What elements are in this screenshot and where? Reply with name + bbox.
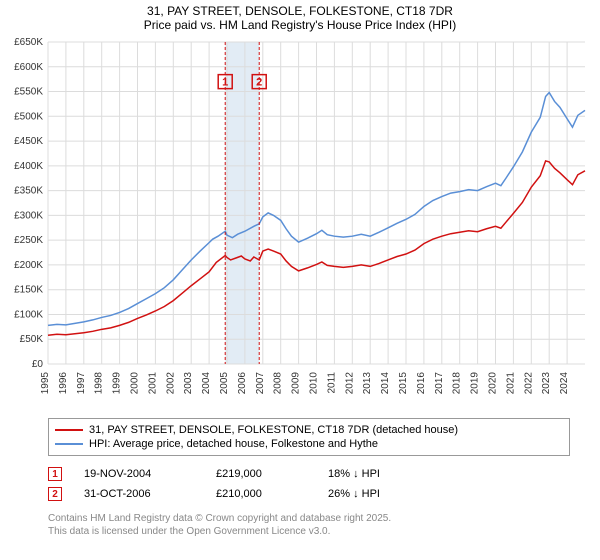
x-tick-label: 2007 <box>255 372 266 395</box>
y-tick-label: £400K <box>14 161 43 172</box>
sale-price: £210,000 <box>216 488 306 500</box>
y-tick-label: £650K <box>14 37 43 48</box>
x-tick-label: 2018 <box>452 372 463 395</box>
sale-price: £219,000 <box>216 468 306 480</box>
y-tick-label: £50K <box>20 334 44 345</box>
credit-text: Contains HM Land Registry data © Crown c… <box>48 512 570 538</box>
x-tick-label: 2002 <box>165 372 176 395</box>
y-tick-label: £250K <box>14 235 43 246</box>
y-tick-label: £150K <box>14 285 43 296</box>
x-tick-label: 2009 <box>291 372 302 395</box>
y-tick-label: £350K <box>14 186 43 197</box>
sale-row: 1 19-NOV-2004 £219,000 18% ↓ HPI <box>48 464 570 484</box>
x-tick-label: 2008 <box>273 372 284 395</box>
y-tick-label: £200K <box>14 260 43 271</box>
x-tick-label: 1996 <box>58 372 69 395</box>
marker-label-2: 2 <box>256 77 262 89</box>
x-tick-label: 2005 <box>219 372 230 395</box>
chart-svg: £0 £50K £100K £150K £200K £250K £300K £350K £400… <box>0 34 600 414</box>
y-tick-label: £100K <box>14 309 43 320</box>
title-line-1: 31, PAY STREET, DENSOLE, FOLKESTONE, CT1… <box>0 4 600 18</box>
x-tick-label: 1995 <box>40 372 51 395</box>
x-tick-label: 2017 <box>434 372 445 395</box>
y-tick-label: £0 <box>32 359 44 370</box>
y-tick-label: £600K <box>14 62 43 73</box>
y-tick-label: £500K <box>14 111 43 122</box>
title-line-2: Price paid vs. HM Land Registry's House … <box>0 18 600 32</box>
x-tick-label: 2011 <box>326 372 337 394</box>
sale-marker: 1 <box>48 467 62 481</box>
legend-label: HPI: Average price, detached house, Folk… <box>89 438 378 450</box>
x-tick-label: 2021 <box>505 372 516 395</box>
x-tick-label: 2012 <box>344 372 355 395</box>
legend-swatch <box>55 443 83 445</box>
x-tick-label: 2013 <box>362 372 373 395</box>
sale-delta: 18% ↓ HPI <box>328 468 380 480</box>
x-tick-label: 2014 <box>380 372 391 395</box>
y-tick-label: £300K <box>14 210 43 221</box>
legend-label: 31, PAY STREET, DENSOLE, FOLKESTONE, CT1… <box>89 424 458 436</box>
x-tick-label: 2006 <box>237 372 248 395</box>
sale-date: 31-OCT-2006 <box>84 488 194 500</box>
marker-label-1: 1 <box>222 77 228 89</box>
x-tick-label: 1999 <box>112 372 123 395</box>
x-tick-label: 2001 <box>147 372 158 395</box>
x-tick-label: 2016 <box>416 372 427 395</box>
x-tick-label: 2020 <box>488 372 499 395</box>
x-tick-label: 2000 <box>130 372 141 395</box>
sale-date: 19-NOV-2004 <box>84 468 194 480</box>
x-tick-label: 1998 <box>94 372 105 395</box>
x-tick-label: 2022 <box>523 372 534 395</box>
x-tick-label: 2024 <box>559 372 570 395</box>
legend: 31, PAY STREET, DENSOLE, FOLKESTONE, CT1… <box>48 418 570 456</box>
legend-row: 31, PAY STREET, DENSOLE, FOLKESTONE, CT1… <box>55 423 563 437</box>
sale-marker: 2 <box>48 487 62 501</box>
sales-table: 1 19-NOV-2004 £219,000 18% ↓ HPI 2 31-OCT-200… <box>48 464 570 504</box>
y-tick-label: £550K <box>14 87 43 98</box>
y-tick-label: £450K <box>14 136 43 147</box>
x-tick-label: 2019 <box>470 372 481 395</box>
x-tick-label: 2015 <box>398 372 409 395</box>
credit-line-1: Contains HM Land Registry data © Crown c… <box>48 513 391 524</box>
x-tick-label: 2004 <box>201 372 212 395</box>
legend-row: HPI: Average price, detached house, Folk… <box>55 437 563 451</box>
credit-line-2: This data is licensed under the Open Gov… <box>48 526 330 537</box>
x-tick-label: 1997 <box>76 372 87 395</box>
x-tick-label: 2023 <box>541 372 552 395</box>
sale-row: 2 31-OCT-2006 £210,000 26% ↓ HPI <box>48 484 570 504</box>
chart-title: 31, PAY STREET, DENSOLE, FOLKESTONE, CT1… <box>0 0 600 34</box>
legend-swatch <box>55 429 83 431</box>
x-tick-label: 2003 <box>183 372 194 395</box>
chart-area: £0 £50K £100K £150K £200K £250K £300K £350K £400… <box>0 34 600 414</box>
x-tick-label: 2010 <box>309 372 320 395</box>
shaded-band <box>225 42 259 364</box>
sale-delta: 26% ↓ HPI <box>328 488 380 500</box>
